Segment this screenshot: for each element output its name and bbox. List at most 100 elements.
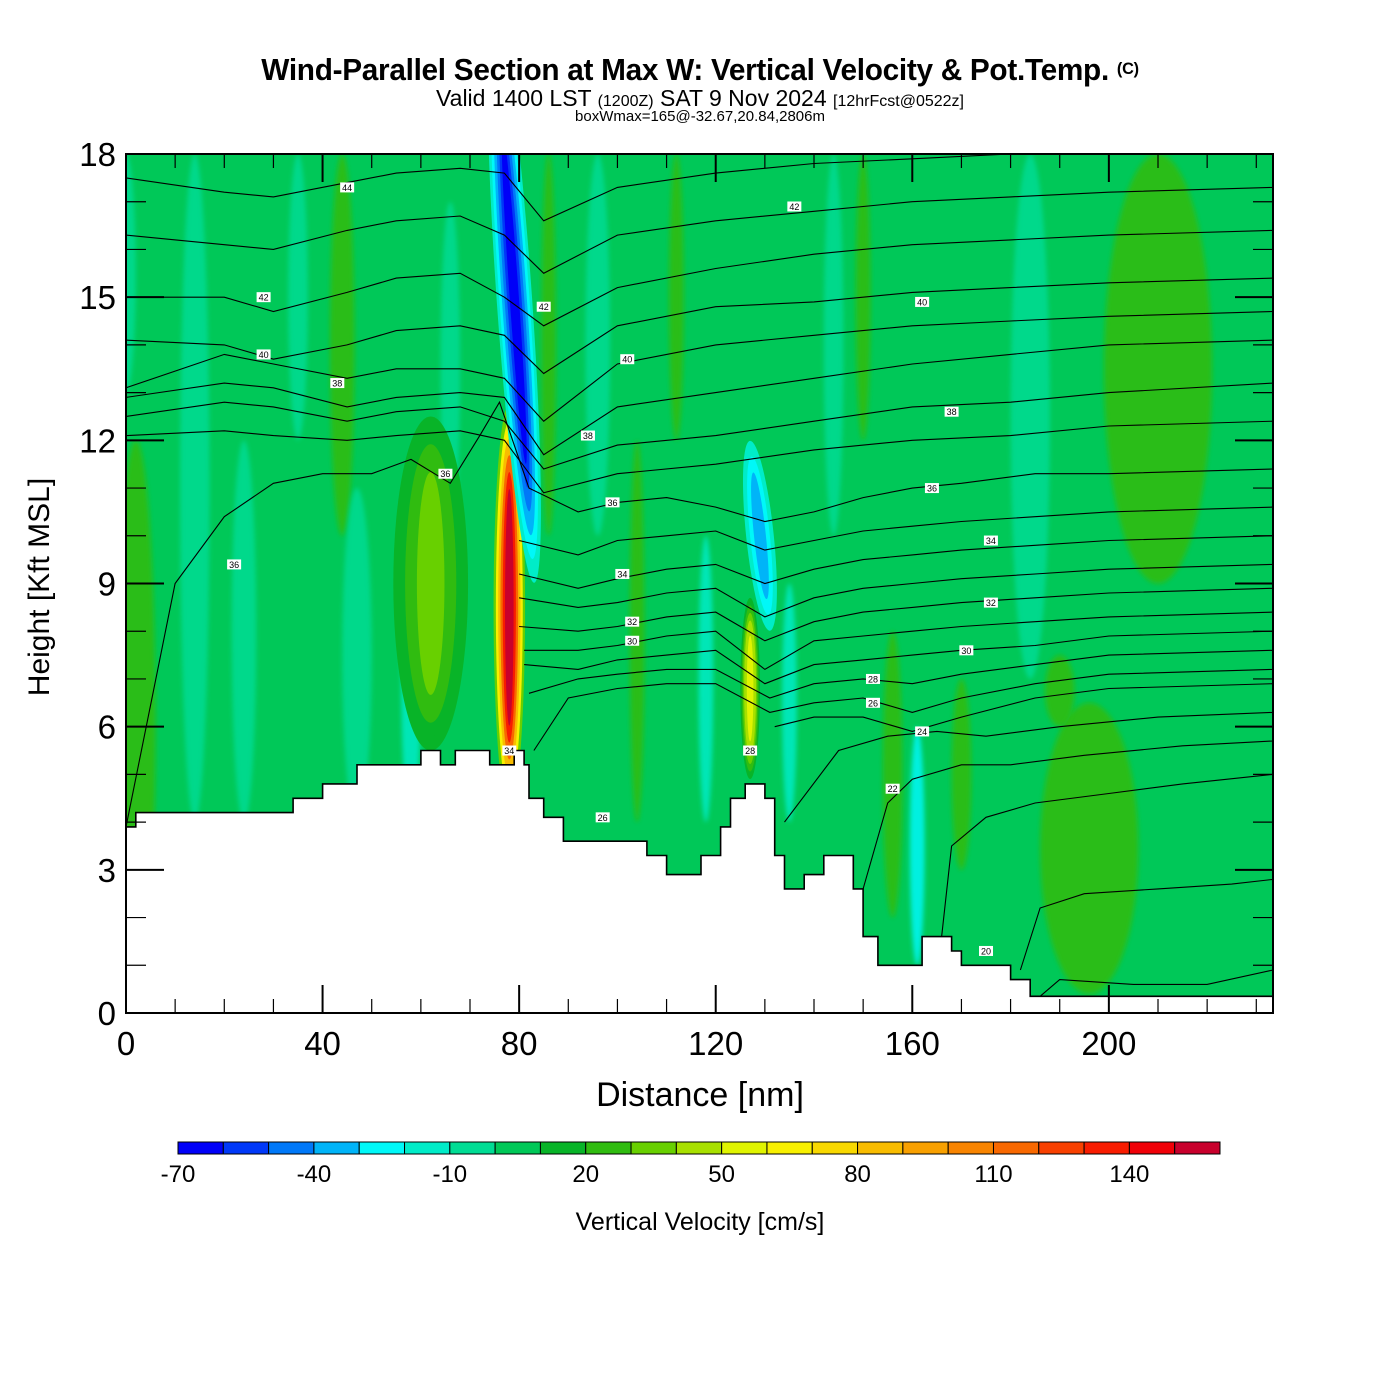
velocity-patch <box>180 154 210 823</box>
contour-label: 20 <box>981 946 991 956</box>
contour-label: 38 <box>583 431 593 441</box>
x-tick-label: 200 <box>1081 1025 1136 1062</box>
colorbar-swatch <box>177 1141 224 1155</box>
velocity-patch <box>126 154 136 393</box>
feature-shade <box>505 489 514 726</box>
contour-label: 28 <box>745 746 755 756</box>
forecast-info: [12hrFcst@0522z] <box>833 93 964 110</box>
chart-title: Wind-Parallel Section at Max W: Vertical… <box>28 52 1372 88</box>
colorbar-swatch <box>404 1141 451 1155</box>
colorbar-tick-label: 50 <box>708 1161 735 1188</box>
colorbar-swatch <box>721 1141 768 1155</box>
colorbar: -70 -40 -10 20 50 80 110 140 <box>161 1141 1221 1188</box>
contour-label: 36 <box>229 560 239 570</box>
colorbar-swatch <box>222 1141 270 1155</box>
x-axis-title: Distance [nm] <box>596 1076 804 1114</box>
colorbar-swatch <box>947 1141 994 1155</box>
x-tick-label: 0 <box>117 1025 135 1062</box>
theta-contour-22 <box>862 740 1273 890</box>
contour-label-bg <box>915 296 930 307</box>
contour-label: 40 <box>917 297 927 307</box>
contour-label: 30 <box>627 636 637 646</box>
contour-label: 22 <box>888 784 898 794</box>
contour-label-bg <box>743 745 758 756</box>
colorbar-tick-label: 80 <box>844 1161 871 1188</box>
y-tick-label: 15 <box>79 279 116 316</box>
contour-label-bg <box>615 568 630 579</box>
theta-contour-18 <box>1019 878 1273 971</box>
y-tick-label: 0 <box>98 995 116 1032</box>
feature-west-updraft <box>393 416 469 751</box>
velocity-patch <box>231 440 257 823</box>
velocity-patch <box>882 631 903 918</box>
velocity-patch <box>782 583 797 823</box>
theta-contour-32 <box>519 587 1273 642</box>
colorbar-swatch <box>766 1141 813 1155</box>
theta-contour-31 <box>524 611 1273 671</box>
x-tick-label: 120 <box>688 1025 743 1062</box>
contour-label-bg <box>256 292 271 303</box>
valid-time-line: Valid 1400 LST (1200Z) SAT 9 Nov 2024 [1… <box>0 86 1400 114</box>
theta-contour-24 <box>784 711 1273 823</box>
contour-label-bg <box>580 430 595 441</box>
contour-label: 36 <box>440 469 450 479</box>
feature-secondary-updraft <box>740 597 760 780</box>
theta-contour-16 <box>1039 969 1273 997</box>
colorbar-swatch <box>585 1141 632 1155</box>
y-tick-label: 12 <box>79 422 116 459</box>
theta-contour-40 <box>126 310 1273 422</box>
y-tick-label: 3 <box>98 852 116 889</box>
contour-label: 34 <box>986 536 996 546</box>
y-tick-label: 18 <box>79 136 116 173</box>
theta-contour-39 <box>126 339 1273 456</box>
box-info: boxWmax=165@-32.67,20.84,2806m <box>575 108 825 125</box>
theta-contour-43 <box>126 186 1273 274</box>
theta-contour-26 <box>774 683 1273 732</box>
velocity-patch <box>342 488 372 823</box>
contour-label: 28 <box>868 674 878 684</box>
colorbar-tick-label: -40 <box>297 1161 332 1188</box>
axis-ticks <box>125 153 1273 1014</box>
feature-shade <box>746 635 754 742</box>
colorbar-swatch <box>358 1141 406 1155</box>
colorbar-swatch <box>811 1141 859 1155</box>
contour-label: 42 <box>789 202 799 212</box>
velocity-patch <box>541 154 557 536</box>
contour-label-bg <box>983 597 998 608</box>
colorbar-swatch <box>1174 1141 1221 1155</box>
contour-label: 42 <box>539 302 549 312</box>
contour-label: 38 <box>332 379 342 389</box>
contour-label: 32 <box>627 617 637 627</box>
contour-label: 36 <box>927 484 937 494</box>
velocity-patch <box>629 440 645 823</box>
colorbar-swatch <box>675 1141 723 1155</box>
velocity-patch <box>1040 702 1139 994</box>
theta-contour-29 <box>528 649 1273 699</box>
contour-label-bg <box>983 535 998 546</box>
contour-label-bg <box>256 349 271 360</box>
contour-label-bg <box>924 483 939 494</box>
copyright-mark: (C) <box>1116 59 1139 78</box>
valid-date: SAT 9 Nov 2024 <box>659 85 827 111</box>
contour-label: 40 <box>259 350 269 360</box>
theta-contour-30 <box>524 630 1273 685</box>
valid-utc: (1200Z) <box>597 93 654 110</box>
y-axis-title: Height [Kft MSL] <box>23 477 56 697</box>
colorbar-swatch <box>630 1141 677 1155</box>
chart-title-text: Wind-Parallel Section at Max W: Vertical… <box>261 52 1109 87</box>
contour-label-bg <box>915 726 930 737</box>
contour-label-bg <box>865 697 880 708</box>
y-tick-label: 6 <box>98 709 116 746</box>
colorbar-swatch <box>992 1141 1040 1155</box>
contour-label-bg <box>959 645 974 656</box>
colorbar-swatch <box>902 1141 949 1155</box>
contour-label: 34 <box>504 746 514 756</box>
x-tick-label: 160 <box>885 1025 940 1062</box>
y-tick-label: 9 <box>98 566 116 603</box>
velocity-patch <box>329 154 355 536</box>
velocity-patch <box>823 154 844 536</box>
contour-label-bg <box>865 673 880 684</box>
contour-label: 30 <box>961 646 971 656</box>
colorbar-swatch <box>1038 1141 1085 1155</box>
